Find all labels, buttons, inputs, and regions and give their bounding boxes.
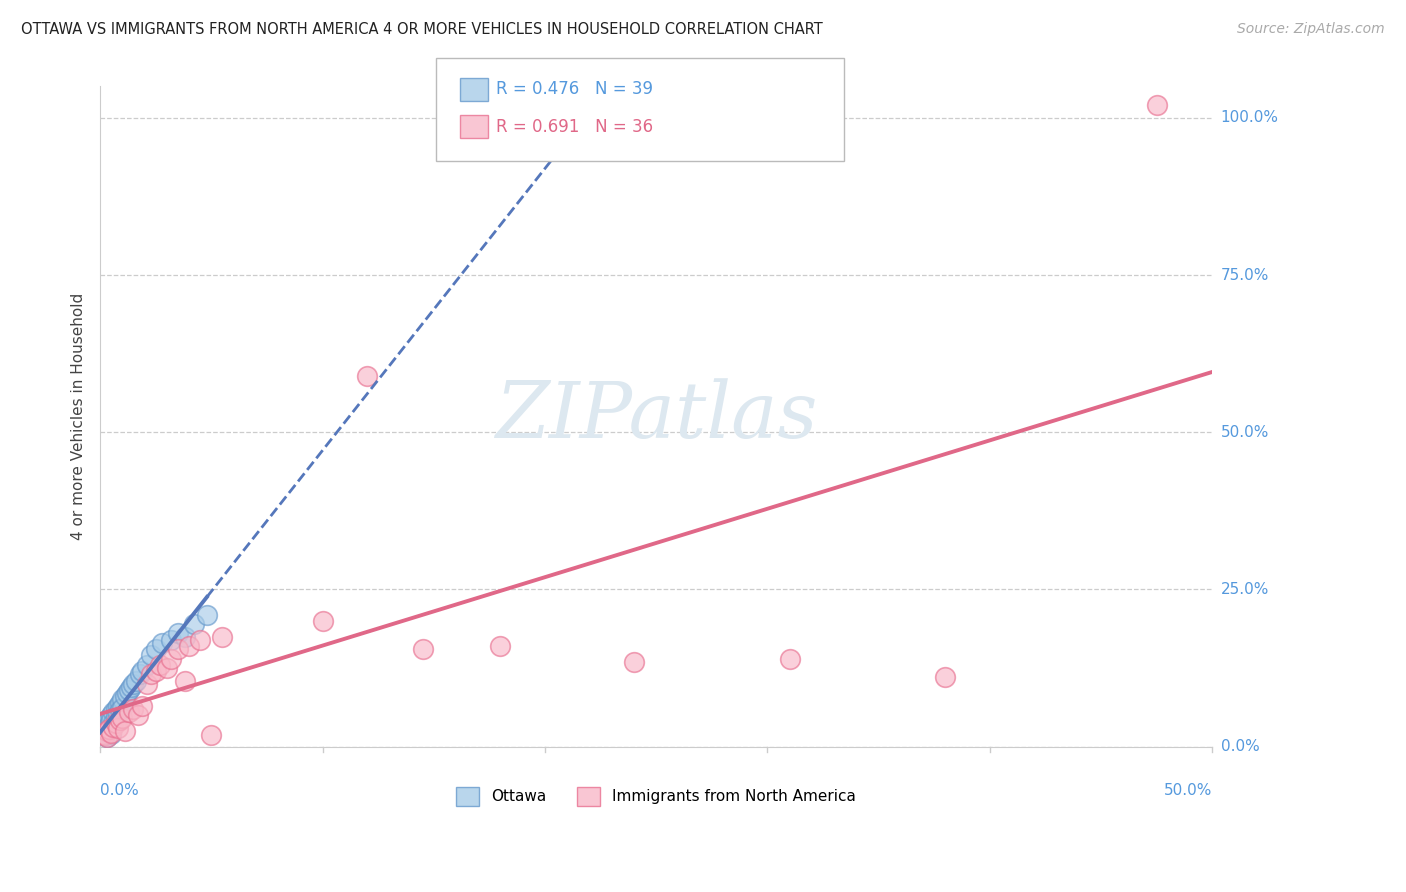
Text: 75.0%: 75.0% bbox=[1220, 268, 1268, 283]
Point bbox=[195, 607, 218, 622]
Point bbox=[100, 708, 122, 723]
Point bbox=[93, 721, 115, 735]
Point bbox=[167, 626, 190, 640]
Point bbox=[96, 714, 118, 729]
Point bbox=[412, 642, 434, 657]
Text: 0.0%: 0.0% bbox=[1220, 739, 1260, 754]
Point bbox=[173, 630, 195, 644]
Point bbox=[118, 683, 141, 698]
Point bbox=[120, 680, 142, 694]
Point bbox=[111, 692, 134, 706]
Point bbox=[96, 730, 118, 744]
Point bbox=[104, 709, 127, 723]
Point bbox=[156, 661, 179, 675]
Point bbox=[131, 698, 153, 713]
Point bbox=[91, 727, 114, 741]
Point bbox=[98, 722, 121, 736]
Point bbox=[183, 617, 205, 632]
Point bbox=[127, 708, 149, 723]
Point bbox=[211, 630, 233, 644]
Point bbox=[108, 703, 131, 717]
Point bbox=[160, 651, 183, 665]
Point bbox=[489, 639, 512, 653]
Point bbox=[149, 657, 172, 672]
Point bbox=[98, 722, 121, 736]
Point bbox=[122, 702, 145, 716]
Point bbox=[103, 715, 125, 730]
Point bbox=[103, 705, 125, 719]
Point bbox=[114, 723, 136, 738]
Point bbox=[107, 706, 129, 721]
Point bbox=[118, 705, 141, 719]
Point bbox=[107, 721, 129, 735]
Text: R = 0.691   N = 36: R = 0.691 N = 36 bbox=[496, 118, 654, 136]
Legend: Ottawa, Immigrants from North America: Ottawa, Immigrants from North America bbox=[450, 780, 862, 812]
Point bbox=[188, 632, 211, 647]
Text: OTTAWA VS IMMIGRANTS FROM NORTH AMERICA 4 OR MORE VEHICLES IN HOUSEHOLD CORRELAT: OTTAWA VS IMMIGRANTS FROM NORTH AMERICA … bbox=[21, 22, 823, 37]
Point bbox=[623, 655, 645, 669]
Text: 50.0%: 50.0% bbox=[1220, 425, 1268, 440]
Point bbox=[1146, 98, 1168, 112]
Point bbox=[104, 702, 127, 716]
Point bbox=[111, 711, 134, 725]
Point bbox=[96, 723, 118, 738]
Point bbox=[200, 728, 222, 742]
Point bbox=[122, 677, 145, 691]
Point bbox=[779, 651, 801, 665]
Point bbox=[93, 728, 115, 742]
Point bbox=[141, 667, 163, 681]
Point bbox=[96, 730, 118, 744]
Point bbox=[152, 636, 174, 650]
Point bbox=[91, 723, 114, 738]
Text: ZIPatlas: ZIPatlas bbox=[495, 378, 817, 455]
Point bbox=[145, 664, 167, 678]
Text: Source: ZipAtlas.com: Source: ZipAtlas.com bbox=[1237, 22, 1385, 37]
Text: 100.0%: 100.0% bbox=[1220, 111, 1278, 125]
Point bbox=[107, 698, 129, 713]
Point bbox=[108, 713, 131, 727]
Point bbox=[115, 686, 138, 700]
Point bbox=[100, 726, 122, 740]
Point bbox=[356, 368, 378, 383]
Point bbox=[129, 667, 152, 681]
Point bbox=[145, 642, 167, 657]
Point bbox=[93, 728, 115, 742]
Point bbox=[141, 648, 163, 663]
Point bbox=[108, 696, 131, 710]
Point bbox=[100, 713, 122, 727]
Point bbox=[167, 642, 190, 657]
Point bbox=[160, 632, 183, 647]
Point bbox=[98, 711, 121, 725]
Point bbox=[135, 677, 157, 691]
Point bbox=[104, 715, 127, 730]
Point bbox=[98, 717, 121, 731]
Text: R = 0.476   N = 39: R = 0.476 N = 39 bbox=[496, 80, 654, 98]
Y-axis label: 4 or more Vehicles in Household: 4 or more Vehicles in Household bbox=[72, 293, 86, 541]
Text: 50.0%: 50.0% bbox=[1164, 783, 1212, 798]
Point bbox=[96, 726, 118, 740]
Point bbox=[114, 690, 136, 704]
Point bbox=[125, 673, 148, 688]
Point bbox=[177, 639, 200, 653]
Point bbox=[103, 719, 125, 733]
Point bbox=[934, 670, 956, 684]
Point bbox=[173, 673, 195, 688]
Point bbox=[311, 614, 333, 628]
Point bbox=[131, 664, 153, 678]
Point bbox=[111, 700, 134, 714]
Text: 25.0%: 25.0% bbox=[1220, 582, 1268, 597]
Point bbox=[135, 657, 157, 672]
Text: 0.0%: 0.0% bbox=[100, 783, 139, 798]
Point bbox=[100, 727, 122, 741]
